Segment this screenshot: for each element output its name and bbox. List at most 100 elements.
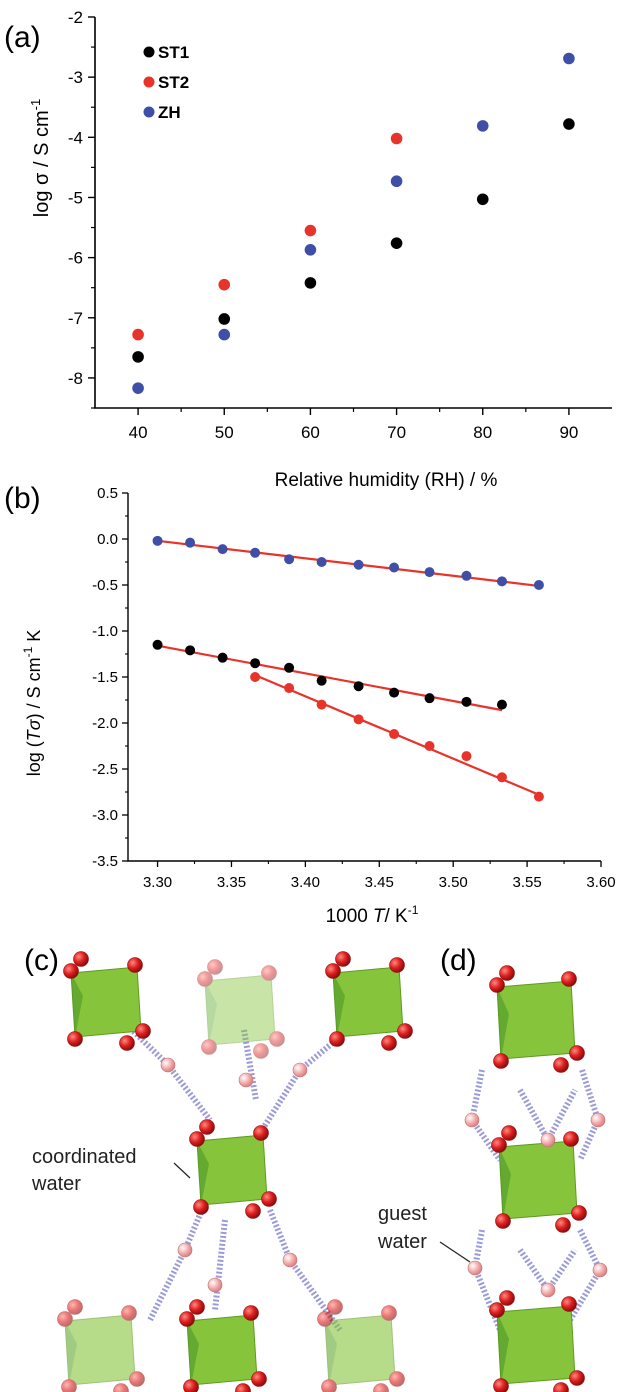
panel-a-data-point xyxy=(218,313,231,325)
oxygen-atom xyxy=(135,1023,151,1039)
hydrogen-bond xyxy=(545,1088,578,1142)
octahedron-shade xyxy=(499,1147,511,1219)
hydrogen-bond xyxy=(165,1063,213,1122)
oxygen-atom xyxy=(553,1382,569,1392)
water-molecule xyxy=(177,1242,193,1258)
octahedron-body xyxy=(496,1305,576,1385)
panel-b-data-point xyxy=(284,683,295,694)
coordinated-water-pointer xyxy=(173,1162,191,1179)
oxygen-atom xyxy=(569,1370,585,1386)
panel-a-x-axis-label: Relative humidity (RH) / % xyxy=(275,470,498,491)
octahedron xyxy=(491,1125,587,1233)
panel-a-legend-label: ST1 xyxy=(158,43,189,62)
panel-a-y-tick-label: -2 xyxy=(68,8,83,27)
panel-a-data-point xyxy=(132,382,144,394)
octahedron xyxy=(325,951,413,1051)
oxygen-atom xyxy=(329,1031,345,1047)
panel-d-structure: (d) guest water xyxy=(377,944,608,1392)
hydrogen-bond xyxy=(147,1248,188,1322)
panel-b-data-point xyxy=(316,675,327,686)
panel-b-fit-line xyxy=(157,644,503,712)
octahedron-shade xyxy=(497,987,509,1059)
panel-a-ticks: 40 50 60 70 80 90 -2 -3 -4 -5 -6 -7 -8 xyxy=(68,8,579,442)
octahedron xyxy=(197,959,285,1059)
water-molecule xyxy=(207,1277,223,1293)
oxygen-atom xyxy=(253,1125,269,1141)
oxygen-atom xyxy=(491,1137,507,1153)
panel-a-data-point xyxy=(304,224,317,237)
hydrogen-bond xyxy=(517,1088,551,1142)
panel-b-data-point xyxy=(496,772,507,783)
oxygen-atom xyxy=(373,1383,389,1392)
hydrogen-bond xyxy=(469,1069,485,1121)
panel-a-data-point xyxy=(390,132,403,145)
panel-a-data-point xyxy=(132,351,144,363)
panel-b-data-point xyxy=(217,652,228,663)
panel-b-data-point xyxy=(185,537,196,548)
octahedron-body xyxy=(496,980,576,1060)
panel-b-y-tick-label: -3.0 xyxy=(92,807,118,824)
panel-b-data-point xyxy=(353,681,364,692)
oxygen-atom xyxy=(397,1023,413,1039)
panel-a-data-point xyxy=(218,328,231,341)
panel-b-x-tick-label: 3.30 xyxy=(143,874,172,891)
panel-b-data-point xyxy=(461,696,472,707)
hydrogen-bond xyxy=(259,1068,303,1132)
oxygen-atom xyxy=(207,959,223,975)
panel-b-data-point xyxy=(250,547,261,558)
water-molecule xyxy=(292,1062,308,1078)
panel-b-fit-lines xyxy=(157,539,540,796)
oxygen-atom xyxy=(501,1125,517,1141)
panel-b-data-point xyxy=(353,559,364,570)
oxygen-atom xyxy=(499,1290,515,1306)
water-molecule xyxy=(467,1260,483,1276)
octahedron-shade xyxy=(197,1141,209,1205)
water-molecule xyxy=(238,1072,254,1088)
octahedron-shade xyxy=(71,973,83,1037)
oxygen-atom xyxy=(121,1305,137,1321)
oxygen-atom xyxy=(493,1053,509,1069)
panel-a-data-point xyxy=(304,277,317,289)
panel-b-fit-line xyxy=(157,539,540,588)
oxygen-atom xyxy=(197,971,213,987)
oxygen-atom xyxy=(495,1213,511,1229)
panel-b-data-point xyxy=(424,693,435,704)
octahedron xyxy=(189,1119,277,1219)
panel-a-x-tick-label: 80 xyxy=(473,423,492,442)
oxygen-atom xyxy=(245,1203,261,1219)
oxygen-atom xyxy=(119,1035,135,1051)
oxygen-atom xyxy=(57,1311,73,1327)
panel-b-data-point xyxy=(284,662,295,673)
oxygen-atom xyxy=(317,1311,333,1327)
oxygen-atom xyxy=(381,1035,397,1051)
panel-a-legend-marker xyxy=(143,76,155,88)
panel-a-y-tick-label: -7 xyxy=(68,309,83,328)
oxygen-atom xyxy=(73,951,89,967)
oxygen-atom xyxy=(389,1371,405,1387)
panel-b-data-point xyxy=(284,554,295,565)
hydrogen-bond xyxy=(472,1266,503,1332)
panel-b-x-tick-label: 3.40 xyxy=(291,874,320,891)
panel-a-y-tick-label: -4 xyxy=(68,128,83,147)
panel-b-data-point xyxy=(496,576,507,587)
oxygen-atom xyxy=(561,1296,577,1312)
coordinated-water-label: coordinated water xyxy=(31,1146,142,1195)
panel-b-data-point xyxy=(250,658,261,669)
octahedron-shade xyxy=(187,1321,199,1385)
panel-b-axes xyxy=(127,493,601,862)
panel-b-data-point xyxy=(316,699,327,710)
panel-a-y-tick-label: -6 xyxy=(68,249,83,268)
oxygen-atom xyxy=(127,957,143,973)
oxygen-atom xyxy=(569,1045,585,1061)
oxygen-atom xyxy=(261,965,277,981)
panel-c-structure: (c) coordinated water xyxy=(24,944,413,1392)
oxygen-atom xyxy=(493,1378,509,1392)
oxygen-atom xyxy=(113,1383,129,1392)
hydrogen-bond xyxy=(577,1228,603,1272)
panel-b-data-point xyxy=(152,535,163,546)
panel-c-crystal-structure xyxy=(57,951,413,1392)
panel-a-points xyxy=(132,52,575,394)
panel-a-x-tick-label: 50 xyxy=(215,423,234,442)
panel-a-legend-label: ST2 xyxy=(158,73,189,92)
